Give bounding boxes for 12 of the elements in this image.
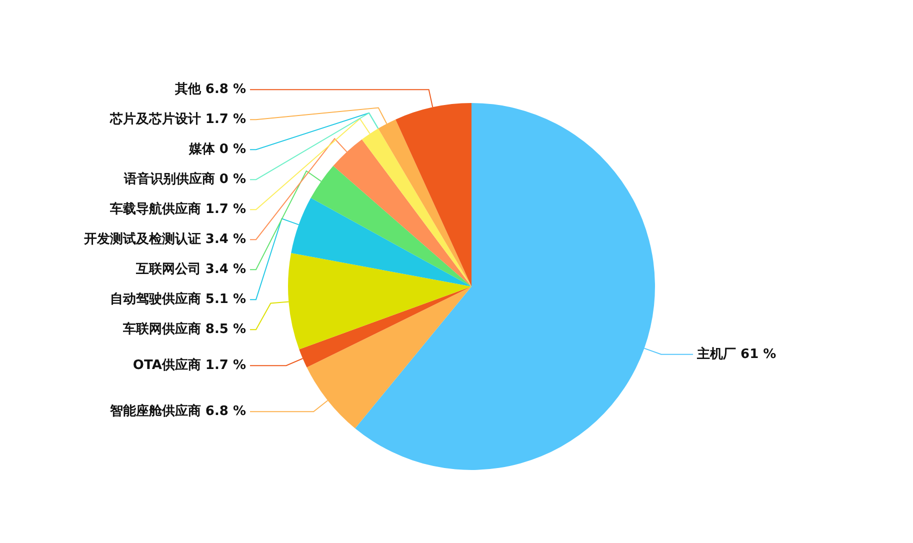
slice-label: OTA供应商 1.7 % bbox=[132, 356, 246, 373]
category-label: 语音识别供应商 0 % bbox=[124, 172, 246, 187]
slice-label: 车载导航供应商 1.7 % bbox=[108, 200, 246, 217]
category-label: 媒体 0 % bbox=[188, 142, 246, 157]
slice-label: 其他 6.8 % bbox=[174, 82, 246, 97]
slice-label: 芯片及芯片设计 1.7 % bbox=[108, 112, 246, 127]
slice-label: 开发测试及检测认证 3.4 % bbox=[82, 230, 246, 247]
slice-label: 智能座舱供应商 6.8 % bbox=[108, 403, 246, 420]
slice-label: 自动驾驶供应商 5.1 % bbox=[110, 290, 246, 307]
slice-label: 互联网公司 3.4 % bbox=[134, 262, 246, 277]
slice-label: 车联网供应商 8.5 % bbox=[122, 320, 246, 337]
slice-label: 主机厂 61 % bbox=[696, 346, 776, 362]
